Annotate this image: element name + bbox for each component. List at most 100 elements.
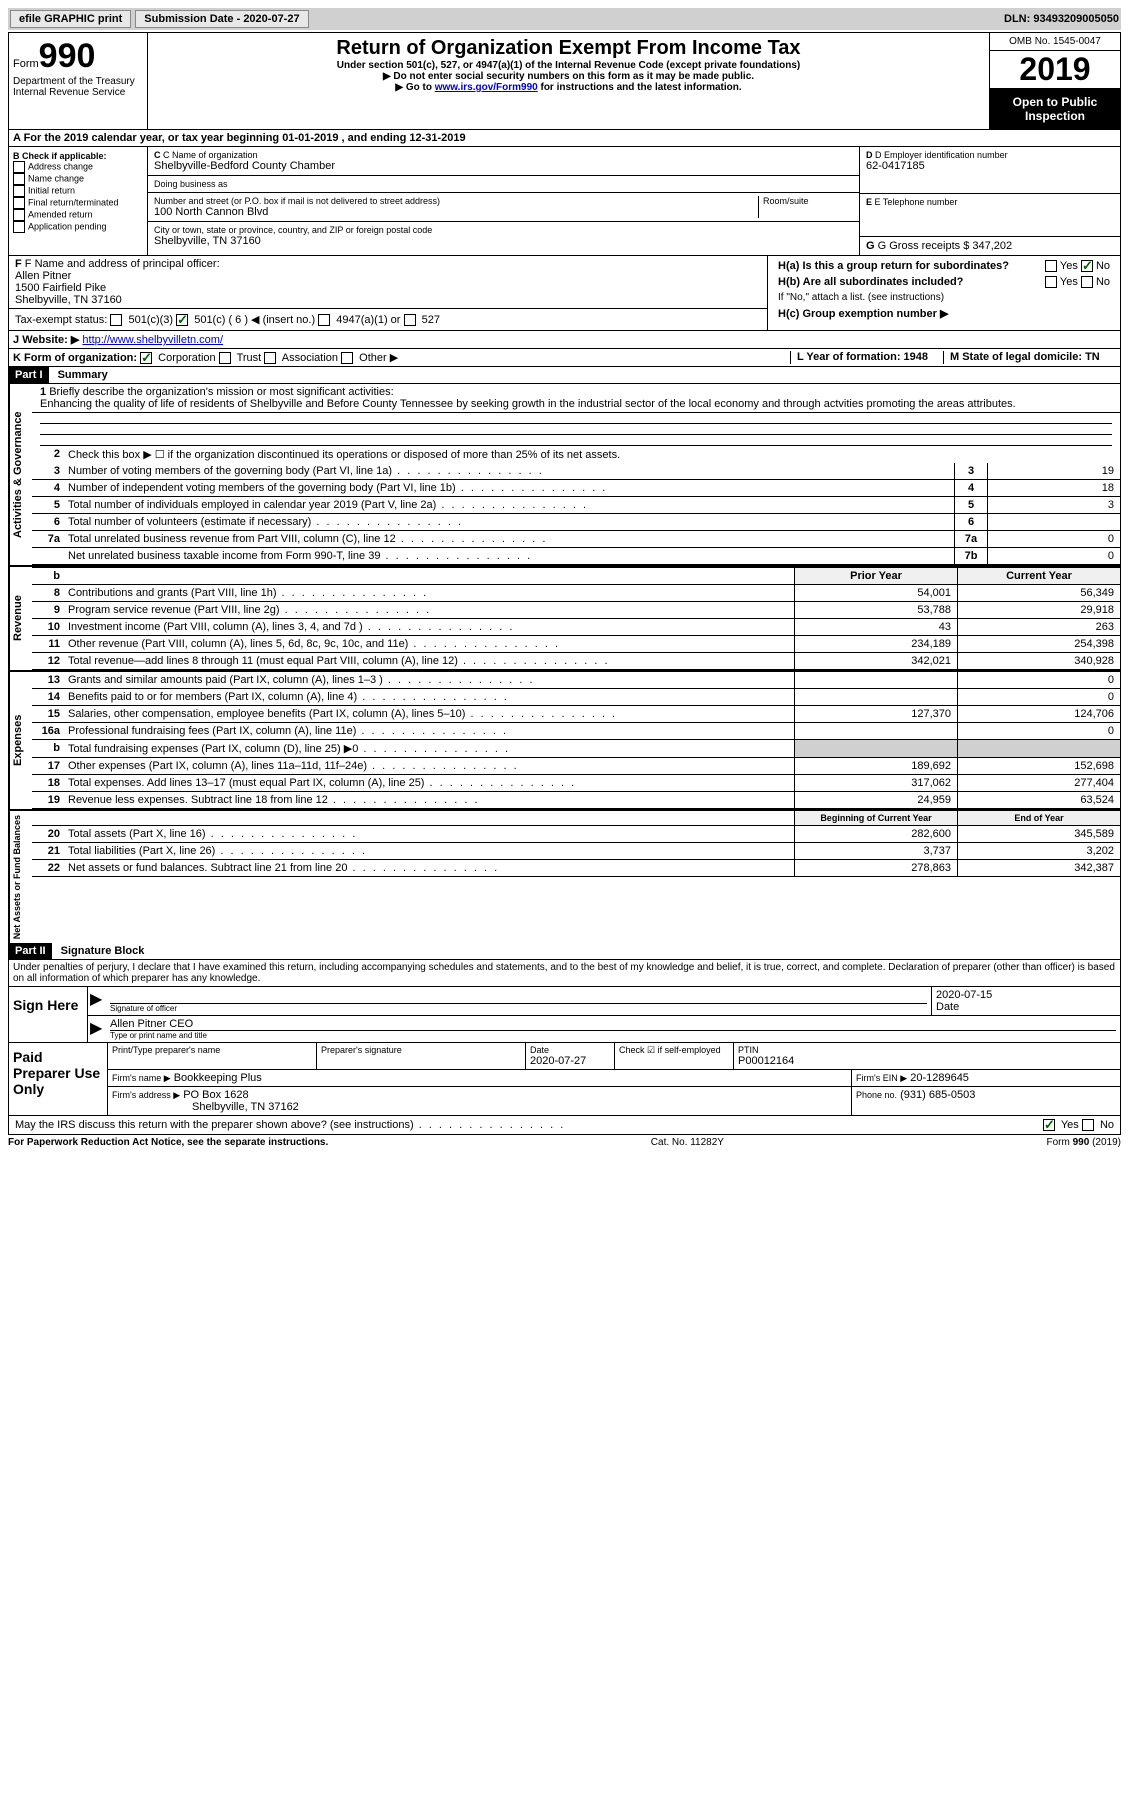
checkbox-corp[interactable] [140,352,152,364]
room-label: Room/suite [763,196,853,206]
ein-val: 62-0417185 [866,160,1114,172]
efile-button[interactable]: efile GRAPHIC print [10,10,131,28]
top-bar: efile GRAPHIC print Submission Date - 20… [8,8,1121,30]
form-word: Form [13,58,39,70]
part-ii-title: Signature Block [61,945,145,957]
hb-no: No [1096,276,1110,288]
table-row: 19Revenue less expenses. Subtract line 1… [32,792,1120,809]
checkbox-assoc[interactable] [264,352,276,364]
checkbox-hb-yes[interactable] [1045,276,1057,288]
hb-yes: Yes [1060,276,1078,288]
ptin-label: PTIN [738,1045,1116,1055]
ein-label: D D Employer identification number [866,150,1114,160]
officer-city: Shelbyville, TN 37160 [15,294,761,306]
discuss-yes: Yes [1061,1119,1079,1131]
officer-label: F F Name and address of principal office… [15,258,761,270]
activities-section: Activities & Governance 1 Briefly descri… [9,384,1120,567]
part-ii-header: Part II Signature Block [9,943,1120,960]
checkbox-discuss-yes[interactable] [1043,1119,1055,1131]
label-4947: 4947(a)(1) or [336,314,400,326]
section-b-label: B Check if applicable: [13,151,143,161]
label-501c3: 501(c)(3) [128,314,173,326]
h-b-note: If "No," attach a list. (see instruction… [774,290,1114,305]
city-label: City or town, state or province, country… [154,225,853,235]
website-link[interactable]: http://www.shelbyvilletn.com/ [82,334,223,346]
checkbox-4947[interactable] [318,314,330,326]
checkbox-discuss-no[interactable] [1082,1119,1094,1131]
officer-street: 1500 Fairfield Pike [15,282,761,294]
k-trust: Trust [237,352,262,364]
submission-date-button[interactable]: Submission Date - 2020-07-27 [135,10,308,28]
label-501c: 501(c) ( 6 ) ◀ (insert no.) [194,314,315,326]
checkbox-ha-no[interactable] [1081,260,1093,272]
table-row: 14Benefits paid to or for members (Part … [32,689,1120,706]
discuss-text: May the IRS discuss this return with the… [15,1119,1043,1131]
firm-ein-label: Firm's EIN ▶ [856,1073,907,1083]
checkbox-527[interactable] [404,314,416,326]
checkbox-hb-no[interactable] [1081,276,1093,288]
k-assoc: Association [282,352,338,364]
checkbox-other[interactable] [341,352,353,364]
firm-addr2: Shelbyville, TN 37162 [112,1101,847,1113]
revenue-label: Revenue [9,567,32,670]
label-527: 527 [422,314,440,326]
checkbox-final-return[interactable]: Final return/terminated [13,197,143,209]
footer: For Paperwork Reduction Act Notice, see … [8,1135,1121,1150]
prep-date: 2020-07-27 [530,1055,610,1067]
footer-left: For Paperwork Reduction Act Notice, see … [8,1137,328,1148]
part-ii-badge: Part II [9,943,52,959]
line-l: L Year of formation: 1948 [790,351,943,364]
note2-pre: ▶ Go to [395,82,434,93]
footer-right: Form 990 (2019) [1047,1137,1121,1148]
instructions-link[interactable]: www.irs.gov/Form990 [435,82,538,93]
arrow-icon: ▶ [88,1016,106,1042]
form-subtitle: Under section 501(c), 527, or 4947(a)(1)… [152,60,985,71]
table-row: 17Other expenses (Part IX, column (A), l… [32,758,1120,775]
k-other: Other ▶ [359,352,398,364]
begin-year-header: Beginning of Current Year [794,811,957,825]
prep-sig-label: Preparer's signature [321,1045,521,1055]
h-a-label: H(a) Is this a group return for subordin… [778,260,1009,272]
table-row: 11Other revenue (Part VIII, column (A), … [32,636,1120,653]
preparer-label: Paid Preparer Use Only [9,1043,108,1115]
table-row: 10Investment income (Part VIII, column (… [32,619,1120,636]
netassets-section: Net Assets or Fund Balances Beginning of… [9,811,1120,943]
table-row: 7aTotal unrelated business revenue from … [32,531,1120,548]
checkbox-501c3[interactable] [110,314,122,326]
checkbox-address-change[interactable]: Address change [13,161,143,173]
checkbox-501c[interactable] [176,314,188,326]
discuss-row: May the IRS discuss this return with the… [8,1116,1121,1135]
k-corp: Corporation [158,352,215,364]
arrow-icon: ▶ [88,987,106,1015]
part-i-title: Summary [58,369,108,381]
website-label: Website: ▶ [22,334,79,346]
netassets-label: Net Assets or Fund Balances [9,811,32,943]
expenses-section: Expenses 13Grants and similar amounts pa… [9,672,1120,811]
department-text: Department of the Treasury Internal Reve… [13,76,143,98]
firm-addr1: PO Box 1628 [183,1089,248,1101]
form-number: 990 [39,37,96,75]
firm-ein: 20-1289645 [910,1072,969,1084]
phone-label: Phone no. [856,1090,897,1100]
ha-yes: Yes [1060,260,1078,272]
officer-name: Allen Pitner [15,270,761,282]
firm-name: Bookkeeping Plus [174,1072,262,1084]
table-row: 20Total assets (Part X, line 16)282,6003… [32,826,1120,843]
checkbox-trust[interactable] [219,352,231,364]
current-year-header: Current Year [957,568,1120,584]
table-row: 12Total revenue—add lines 8 through 11 (… [32,653,1120,670]
checkbox-amended[interactable]: Amended return [13,209,143,221]
checkbox-ha-yes[interactable] [1045,260,1057,272]
note2-post: for instructions and the latest informat… [538,82,742,93]
form-note1: ▶ Do not enter social security numbers o… [152,71,985,82]
checkbox-initial-return[interactable]: Initial return [13,185,143,197]
table-row: 4Number of independent voting members of… [32,480,1120,497]
table-row: bTotal fundraising expenses (Part IX, co… [32,740,1120,758]
checkbox-app-pending[interactable]: Application pending [13,221,143,233]
dln-text: DLN: 93493209005050 [1004,13,1119,25]
org-name-label: C C Name of organization [154,150,853,160]
table-row: 5Total number of individuals employed in… [32,497,1120,514]
table-row: 13Grants and similar amounts paid (Part … [32,672,1120,689]
checkbox-name-change[interactable]: Name change [13,173,143,185]
table-row: 9Program service revenue (Part VIII, lin… [32,602,1120,619]
